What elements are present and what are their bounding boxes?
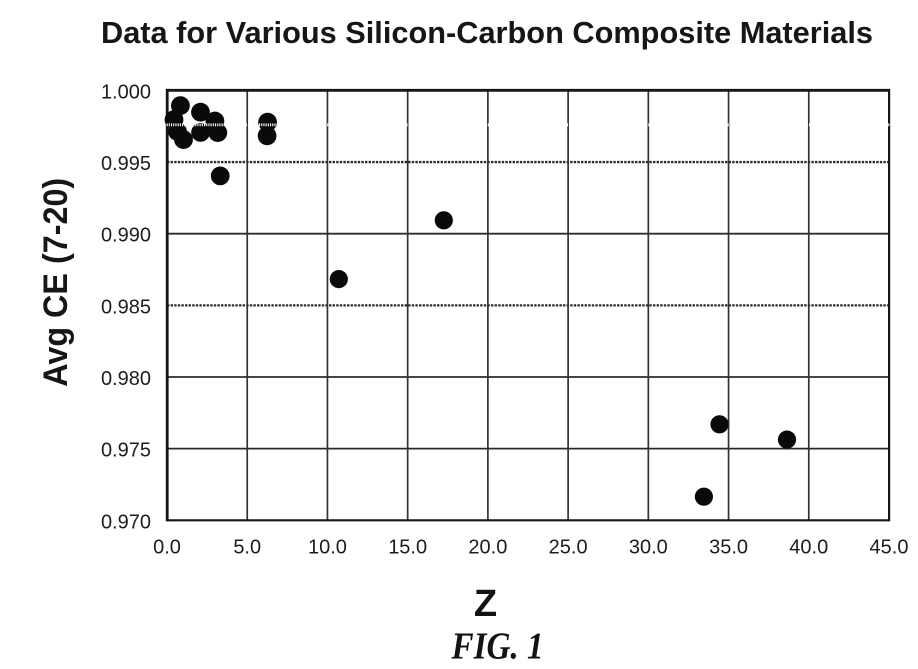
- svg-text:45.0: 45.0: [870, 537, 909, 559]
- svg-text:20.0: 20.0: [468, 537, 507, 559]
- svg-text:1.000: 1.000: [101, 81, 151, 103]
- svg-text:0.985: 0.985: [101, 296, 151, 318]
- svg-text:0.975: 0.975: [101, 440, 151, 462]
- svg-text:25.0: 25.0: [549, 537, 588, 559]
- svg-text:Z: Z: [474, 583, 497, 625]
- svg-text:5.0: 5.0: [233, 537, 261, 559]
- svg-text:Avg CE (7-20): Avg CE (7-20): [37, 178, 75, 387]
- svg-text:40.0: 40.0: [789, 537, 828, 559]
- svg-text:0.970: 0.970: [101, 511, 151, 533]
- svg-text:FIG. 1: FIG. 1: [451, 626, 544, 668]
- svg-text:35.0: 35.0: [709, 537, 748, 559]
- svg-text:30.0: 30.0: [629, 537, 668, 559]
- svg-text:Data for Various Silicon-Carbo: Data for Various Silicon-Carbon Composit…: [101, 16, 873, 50]
- svg-text:0.0: 0.0: [153, 537, 181, 559]
- svg-text:15.0: 15.0: [388, 537, 427, 559]
- svg-text:0.980: 0.980: [101, 368, 151, 390]
- svg-text:0.995: 0.995: [101, 153, 151, 175]
- svg-text:10.0: 10.0: [308, 537, 347, 559]
- svg-text:0.990: 0.990: [101, 225, 151, 247]
